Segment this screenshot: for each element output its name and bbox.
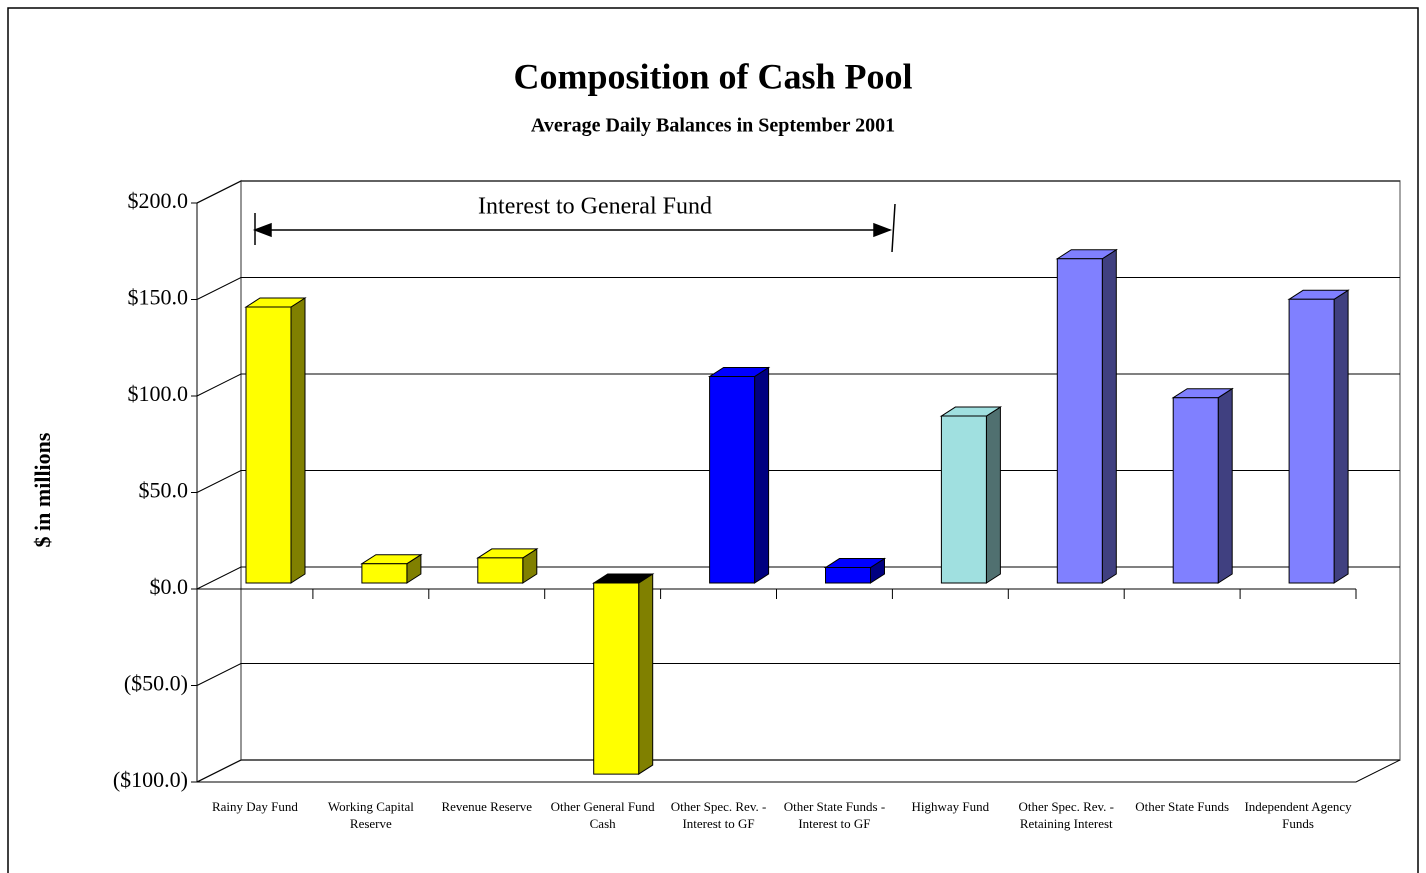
bar-face — [1217, 387, 1233, 584]
x-tick-label: Highway Fund — [911, 799, 990, 814]
grid-line — [196, 180, 1400, 204]
y-tick-label: $150.0 — [128, 285, 189, 310]
bar — [360, 553, 423, 584]
bar-face — [245, 306, 292, 584]
bar-face — [477, 557, 524, 584]
frame — [7, 7, 1419, 873]
x-tick-label: Independent Agency Funds — [1244, 799, 1352, 831]
grid-line — [196, 277, 1400, 300]
x-tick-label: Other Spec. Rev. - Interest to GF — [670, 799, 767, 831]
grid-line — [196, 566, 1400, 590]
bar — [1171, 387, 1234, 584]
y-tick-label: $200.0 — [128, 188, 189, 213]
bar — [244, 297, 307, 584]
floor — [197, 759, 1401, 783]
x-tick-label: Rainy Day Fund — [211, 799, 298, 814]
bar-face — [1333, 289, 1349, 584]
grid-line — [196, 373, 1400, 397]
x-tick-label: Other Spec. Rev. - Retaining Interest — [1018, 799, 1115, 831]
grid-line — [196, 663, 1400, 686]
y-tick-label: $100.0 — [128, 381, 189, 406]
bar-face — [985, 406, 1001, 584]
bar-face — [1288, 298, 1335, 584]
bar — [939, 406, 1003, 584]
bar — [476, 547, 539, 584]
y-tick-label: $50.0 — [139, 478, 189, 503]
bar-face — [290, 297, 306, 584]
y-axis-label: $ in millions — [30, 432, 55, 547]
x-tick-label: Working Capital Reserve — [327, 799, 414, 831]
bar-face — [940, 415, 987, 584]
grid-line — [196, 470, 1400, 493]
y-tick-label: ($50.0) — [124, 671, 188, 696]
chart-subtitle: Average Daily Balances in September 2001 — [531, 115, 895, 137]
bar-face — [1101, 248, 1117, 584]
bar-face — [593, 582, 640, 775]
y-tick-label: ($100.0) — [113, 767, 188, 792]
bar-face — [638, 573, 654, 775]
x-tick-label: Other General Fund Cash — [550, 799, 655, 831]
chart-title: Composition of Cash Pool — [513, 56, 912, 96]
x-tick-label: Other State Funds - Interest to GF — [783, 799, 886, 831]
bar-face — [1056, 258, 1103, 584]
annotation-arrow — [252, 203, 896, 253]
bar — [591, 573, 655, 775]
bar — [1287, 289, 1350, 584]
bar-face — [709, 375, 756, 584]
annotation: Interest to General Fund — [478, 194, 712, 220]
bar-face — [825, 567, 871, 584]
bar-face — [754, 366, 770, 584]
bar-face — [361, 563, 408, 584]
bar — [707, 366, 771, 584]
x-tick-label: Revenue Reserve — [441, 799, 533, 814]
y-tick-label: $0.0 — [150, 574, 189, 599]
bar — [823, 557, 887, 584]
grid-line — [196, 759, 1400, 783]
bar-face — [1172, 397, 1219, 584]
x-tick-label: Other State Funds — [1135, 799, 1230, 814]
bar — [1055, 248, 1119, 584]
